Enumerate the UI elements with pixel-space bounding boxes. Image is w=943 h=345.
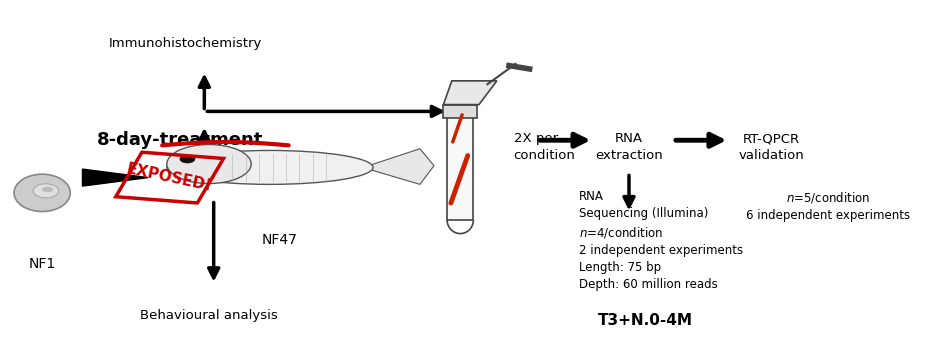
- Text: Behavioural analysis: Behavioural analysis: [141, 308, 278, 322]
- Polygon shape: [369, 149, 434, 184]
- Ellipse shape: [167, 150, 373, 184]
- Text: RNA
Sequencing (Illumina)
$n$=4/condition
2 independent experiments
Length: 75 b: RNA Sequencing (Illumina) $n$=4/conditio…: [579, 190, 743, 291]
- Polygon shape: [443, 81, 497, 105]
- Ellipse shape: [42, 187, 54, 192]
- Text: NF1: NF1: [28, 257, 56, 271]
- Text: EXPOSED!: EXPOSED!: [125, 161, 214, 194]
- Polygon shape: [82, 169, 148, 186]
- Text: RT-QPCR
validation: RT-QPCR validation: [738, 132, 804, 162]
- Ellipse shape: [167, 145, 251, 184]
- Text: RNA
extraction: RNA extraction: [595, 132, 663, 162]
- Bar: [443, 105, 477, 118]
- Text: T3+N.0-4M: T3+N.0-4M: [598, 313, 692, 328]
- Ellipse shape: [33, 184, 58, 198]
- Text: NF47: NF47: [261, 233, 297, 247]
- Text: 2X per
condition: 2X per condition: [514, 132, 575, 162]
- Text: Immunohistochemistry: Immunohistochemistry: [108, 37, 262, 50]
- Ellipse shape: [180, 155, 195, 163]
- Bar: [447, 98, 473, 220]
- Ellipse shape: [14, 174, 71, 211]
- Text: 8-day-treatment: 8-day-treatment: [96, 131, 263, 149]
- Text: $n$=5/condition
6 independent experiments: $n$=5/condition 6 independent experiment…: [746, 190, 910, 223]
